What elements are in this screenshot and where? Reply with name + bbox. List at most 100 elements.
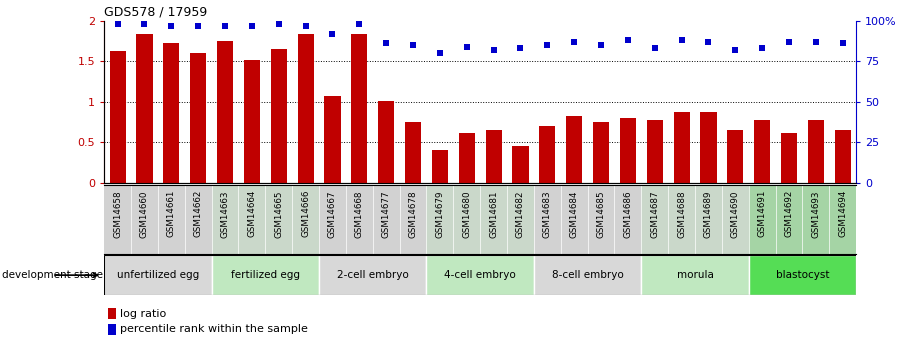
Point [379, 41, 393, 46]
Bar [647, 120, 663, 183]
Text: GSM14665: GSM14665 [275, 190, 284, 238]
Bar [324, 96, 341, 183]
Bar [265, 185, 292, 254]
Text: unfertilized egg: unfertilized egg [117, 270, 199, 280]
Bar [104, 185, 131, 254]
Text: GSM14691: GSM14691 [757, 190, 766, 237]
Text: GSM14658: GSM14658 [113, 190, 122, 238]
Point [272, 21, 286, 27]
Text: GSM14683: GSM14683 [543, 190, 552, 238]
Point [325, 31, 340, 37]
Bar [748, 255, 856, 295]
Point [352, 21, 367, 27]
Text: GSM14680: GSM14680 [462, 190, 471, 238]
Bar [539, 126, 555, 183]
Bar [614, 185, 641, 254]
Point [513, 46, 527, 51]
Bar [190, 53, 207, 183]
Text: GSM14690: GSM14690 [731, 190, 740, 238]
Bar [480, 185, 507, 254]
Bar [513, 146, 528, 183]
Bar [620, 118, 636, 183]
Point [540, 42, 554, 48]
Bar [319, 255, 427, 295]
Bar [728, 130, 743, 183]
Bar [748, 185, 776, 254]
Bar [834, 130, 851, 183]
Bar [700, 112, 717, 183]
Bar [108, 324, 116, 335]
Bar [217, 41, 233, 183]
Text: development stage: development stage [2, 270, 103, 280]
Bar [405, 122, 421, 183]
Point [728, 47, 743, 53]
Bar [588, 185, 614, 254]
Bar [137, 34, 152, 183]
Bar [808, 120, 824, 183]
Bar [271, 49, 287, 183]
Bar [158, 185, 185, 254]
Bar [776, 185, 803, 254]
Bar [244, 60, 260, 183]
Text: GSM14682: GSM14682 [516, 190, 525, 238]
Text: GSM14664: GSM14664 [247, 190, 256, 237]
Bar [561, 185, 588, 254]
Bar [400, 185, 427, 254]
Bar [722, 185, 748, 254]
Bar [453, 185, 480, 254]
Point [191, 23, 206, 28]
Bar [829, 185, 856, 254]
Point [835, 41, 850, 46]
Bar [673, 111, 689, 183]
Bar [486, 130, 502, 183]
Bar [566, 116, 583, 183]
Text: GSM14660: GSM14660 [140, 190, 149, 238]
Point [648, 46, 662, 51]
Text: GSM14685: GSM14685 [596, 190, 605, 238]
Bar [238, 185, 265, 254]
Text: blastocyst: blastocyst [776, 270, 829, 280]
Point [701, 39, 716, 45]
Text: GSM14693: GSM14693 [812, 190, 821, 238]
Text: GSM14668: GSM14668 [355, 190, 364, 238]
Text: GSM14678: GSM14678 [409, 190, 418, 238]
Text: morula: morula [677, 270, 713, 280]
Bar [427, 185, 453, 254]
Bar [427, 255, 534, 295]
Point [111, 21, 125, 27]
Bar [534, 185, 561, 254]
Point [245, 23, 259, 28]
Text: GSM14686: GSM14686 [623, 190, 632, 238]
Point [487, 47, 501, 53]
Bar [432, 150, 448, 183]
Text: percentile rank within the sample: percentile rank within the sample [120, 325, 308, 334]
Bar [185, 185, 212, 254]
Bar [507, 185, 534, 254]
Bar [378, 101, 394, 183]
Bar [292, 185, 319, 254]
Bar [131, 185, 158, 254]
Bar [297, 34, 313, 183]
Point [298, 23, 313, 28]
Text: GSM14687: GSM14687 [651, 190, 660, 238]
Text: GSM14681: GSM14681 [489, 190, 498, 238]
Bar [754, 120, 770, 183]
Bar [110, 51, 126, 183]
Text: GSM14661: GSM14661 [167, 190, 176, 237]
Text: GSM14684: GSM14684 [570, 190, 579, 238]
Point [217, 23, 232, 28]
Text: GSM14667: GSM14667 [328, 190, 337, 238]
Point [621, 37, 635, 43]
Bar [212, 255, 319, 295]
Point [809, 39, 824, 45]
Bar [352, 34, 367, 183]
Bar [593, 122, 609, 183]
Point [755, 46, 769, 51]
Point [674, 37, 689, 43]
Point [567, 39, 582, 45]
Bar [695, 185, 722, 254]
Bar [163, 42, 179, 183]
Bar [212, 185, 238, 254]
Text: GSM14666: GSM14666 [301, 190, 310, 237]
Bar [781, 132, 797, 183]
